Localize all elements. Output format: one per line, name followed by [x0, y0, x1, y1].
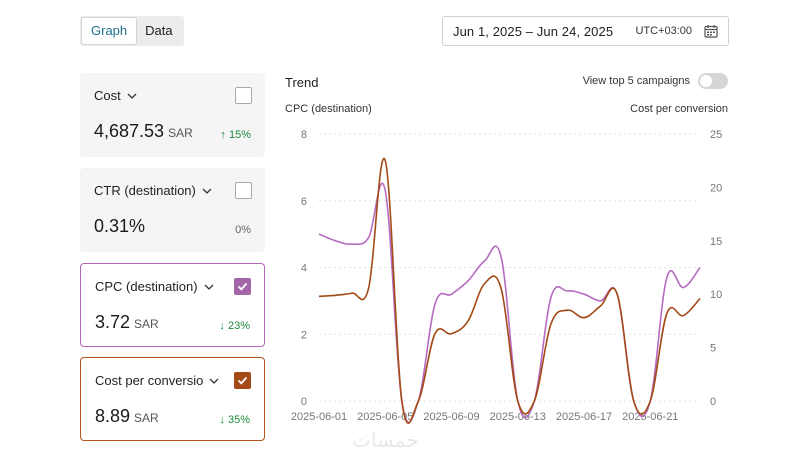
- right-tick-label: 5: [710, 343, 716, 355]
- chevron-down-icon: [127, 93, 137, 99]
- metric-title: CPC (destination): [95, 279, 198, 294]
- trend-chart: 0 2 4 6 8 0 5 10 15 20 25 2025-06-01 2025-06-05 2025-…: [291, 129, 722, 424]
- metric-title: Cost: [94, 88, 121, 103]
- metric-card-ctr[interactable]: CTR (destination) 0.31% 0%: [80, 168, 265, 252]
- metric-checkbox-ctr[interactable]: [235, 182, 252, 199]
- metric-value: 8.89 SAR: [95, 406, 159, 426]
- top5-toggle[interactable]: [698, 73, 728, 89]
- right-tick-label: 25: [710, 129, 722, 141]
- right-axis-title: Cost per conversion: [630, 103, 728, 115]
- view-toggle: Graph Data: [80, 16, 184, 46]
- metric-delta: ↑ 15%: [220, 129, 251, 141]
- chevron-down-icon: [202, 188, 212, 194]
- left-tick-label: 2: [301, 329, 307, 341]
- metric-unit: SAR: [168, 126, 193, 140]
- watermark: خمسات: [352, 428, 419, 452]
- metric-value: 0.31%: [94, 216, 146, 236]
- data-tab[interactable]: Data: [145, 23, 173, 38]
- metric-delta: ↓ 23%: [219, 320, 250, 332]
- checkmark-icon: [237, 282, 248, 291]
- metric-title: CTR (destination): [94, 183, 196, 198]
- left-tick-label: 8: [301, 129, 307, 141]
- metric-card-cpc[interactable]: CPC (destination) 3.72 SAR ↓ 23%: [80, 263, 265, 347]
- left-tick-label: 4: [301, 263, 307, 275]
- x-tick-label: 2025-06-21: [622, 411, 678, 423]
- metric-unit: SAR: [134, 317, 159, 331]
- calendar-icon: [704, 25, 718, 38]
- left-tick-label: 6: [301, 196, 307, 208]
- left-axis-title: CPC (destination): [285, 103, 372, 115]
- left-tick-label: 0: [301, 396, 307, 408]
- toggle-knob: [700, 75, 712, 87]
- metric-value: 4,687.53 SAR: [94, 121, 193, 141]
- timezone-label: UTC+03:00: [635, 25, 692, 37]
- top5-label: View top 5 campaigns: [582, 75, 690, 87]
- metric-card-cost-per-conversion[interactable]: Cost per conversion 8.89 SAR ↓ 35%: [80, 357, 265, 441]
- metric-dropdown-ctr[interactable]: CTR (destination): [94, 183, 212, 198]
- x-tick-label: 2025-06-05: [357, 411, 413, 423]
- metric-title: Cost per conversion: [95, 373, 203, 388]
- series-line-cost-per-conversion: [318, 157, 701, 424]
- date-range-text: Jun 1, 2025 – Jun 24, 2025: [453, 23, 614, 39]
- metric-dropdown-cost-per-conversion[interactable]: Cost per conversion: [95, 373, 203, 388]
- right-tick-label: 15: [710, 236, 722, 248]
- x-tick-label: 2025-06-17: [556, 411, 612, 423]
- chevron-down-icon: [204, 284, 214, 290]
- right-tick-label: 0: [710, 396, 716, 408]
- metric-delta: 0%: [235, 224, 251, 236]
- x-tick-label: 2025-06-13: [490, 411, 546, 423]
- checkmark-icon: [237, 376, 248, 385]
- date-range-picker[interactable]: Jun 1, 2025 – Jun 24, 2025 UTC+03:00: [442, 16, 729, 46]
- metric-dropdown-cpc[interactable]: CPC (destination): [95, 279, 214, 294]
- metric-unit: SAR: [134, 411, 159, 425]
- metric-delta: ↓ 35%: [219, 414, 250, 426]
- metric-card-cost[interactable]: Cost 4,687.53 SAR ↑ 15%: [80, 73, 265, 157]
- trend-title: Trend: [285, 75, 319, 90]
- graph-tab[interactable]: Graph: [82, 18, 137, 44]
- metric-checkbox-cost[interactable]: [235, 87, 252, 104]
- metric-dropdown-cost[interactable]: Cost: [94, 88, 137, 103]
- top5-campaigns-control: View top 5 campaigns: [583, 73, 728, 89]
- right-tick-label: 20: [710, 182, 722, 194]
- metric-checkbox-cost-per-conversion[interactable]: [234, 372, 251, 389]
- metric-value: 3.72 SAR: [95, 312, 159, 332]
- metric-checkbox-cpc[interactable]: [234, 278, 251, 295]
- right-tick-label: 10: [710, 289, 722, 301]
- x-tick-label: 2025-06-09: [423, 411, 479, 423]
- x-tick-label: 2025-06-01: [291, 411, 347, 423]
- chevron-down-icon: [209, 378, 219, 384]
